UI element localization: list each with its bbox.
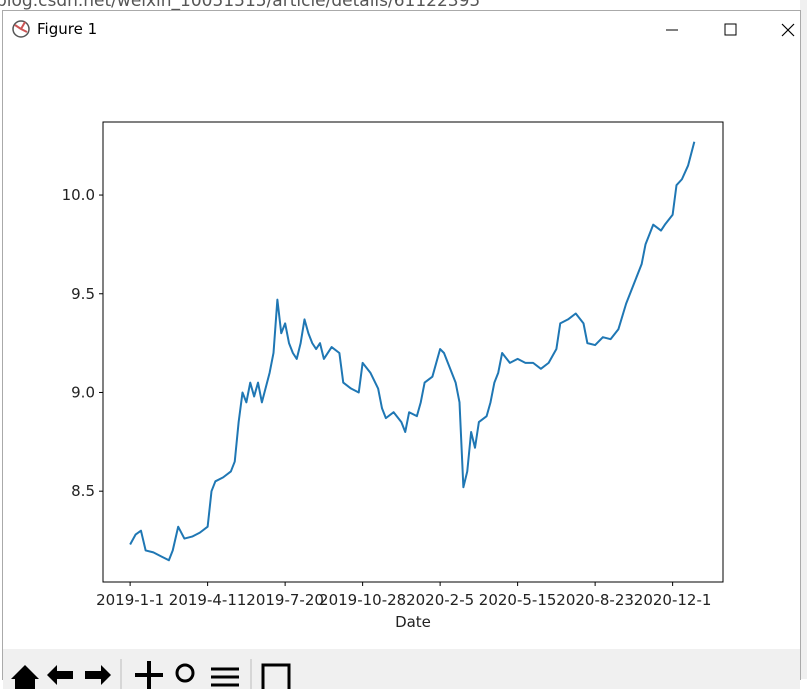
y-tick-label: 10.0 xyxy=(62,186,95,204)
background-window xyxy=(800,0,807,679)
window-controls[interactable] xyxy=(620,11,800,49)
figure-window: Figure 1 Date 8.5 9.0 9.5 10.0 2019-1-1 2019-… xyxy=(2,10,801,693)
x-tick-label: 2020-12-1 xyxy=(634,591,712,609)
toolbar-icons xyxy=(11,659,291,693)
axes-frame xyxy=(102,121,724,583)
x-tick-label: 2019-7-20 xyxy=(246,591,324,609)
y-tick-label: 8.5 xyxy=(71,482,95,500)
maximize-button[interactable] xyxy=(724,23,737,36)
x-tick-label: 2020-5-15 xyxy=(479,591,557,609)
window-title: Figure 1 xyxy=(37,20,98,38)
close-button[interactable] xyxy=(781,23,795,37)
data-line xyxy=(129,141,696,562)
x-tick-label: 2019-4-11 xyxy=(169,591,247,609)
browser-url: blog.csdn.net/weixin_10051515/article/de… xyxy=(0,0,481,11)
save-button[interactable] xyxy=(261,663,291,693)
title-bar: Figure 1 xyxy=(3,11,800,49)
back-button[interactable] xyxy=(47,665,73,685)
y-tick-label: 9.5 xyxy=(71,285,95,303)
x-tick-label: 2020-8-23 xyxy=(556,591,634,609)
configure-button[interactable] xyxy=(211,667,239,687)
pan-button[interactable] xyxy=(135,661,163,689)
x-tick-label: 2019-10-28 xyxy=(319,591,406,609)
home-button[interactable] xyxy=(11,665,39,689)
x-tick-label: 2020-2-5 xyxy=(406,591,474,609)
x-axis-label: Date xyxy=(395,613,431,631)
app-icon xyxy=(12,20,30,38)
x-tick-label: 2019-1-1 xyxy=(96,591,164,609)
toolbar xyxy=(3,649,800,693)
forward-button[interactable] xyxy=(85,665,111,685)
y-tick-label: 9.0 xyxy=(71,383,95,401)
